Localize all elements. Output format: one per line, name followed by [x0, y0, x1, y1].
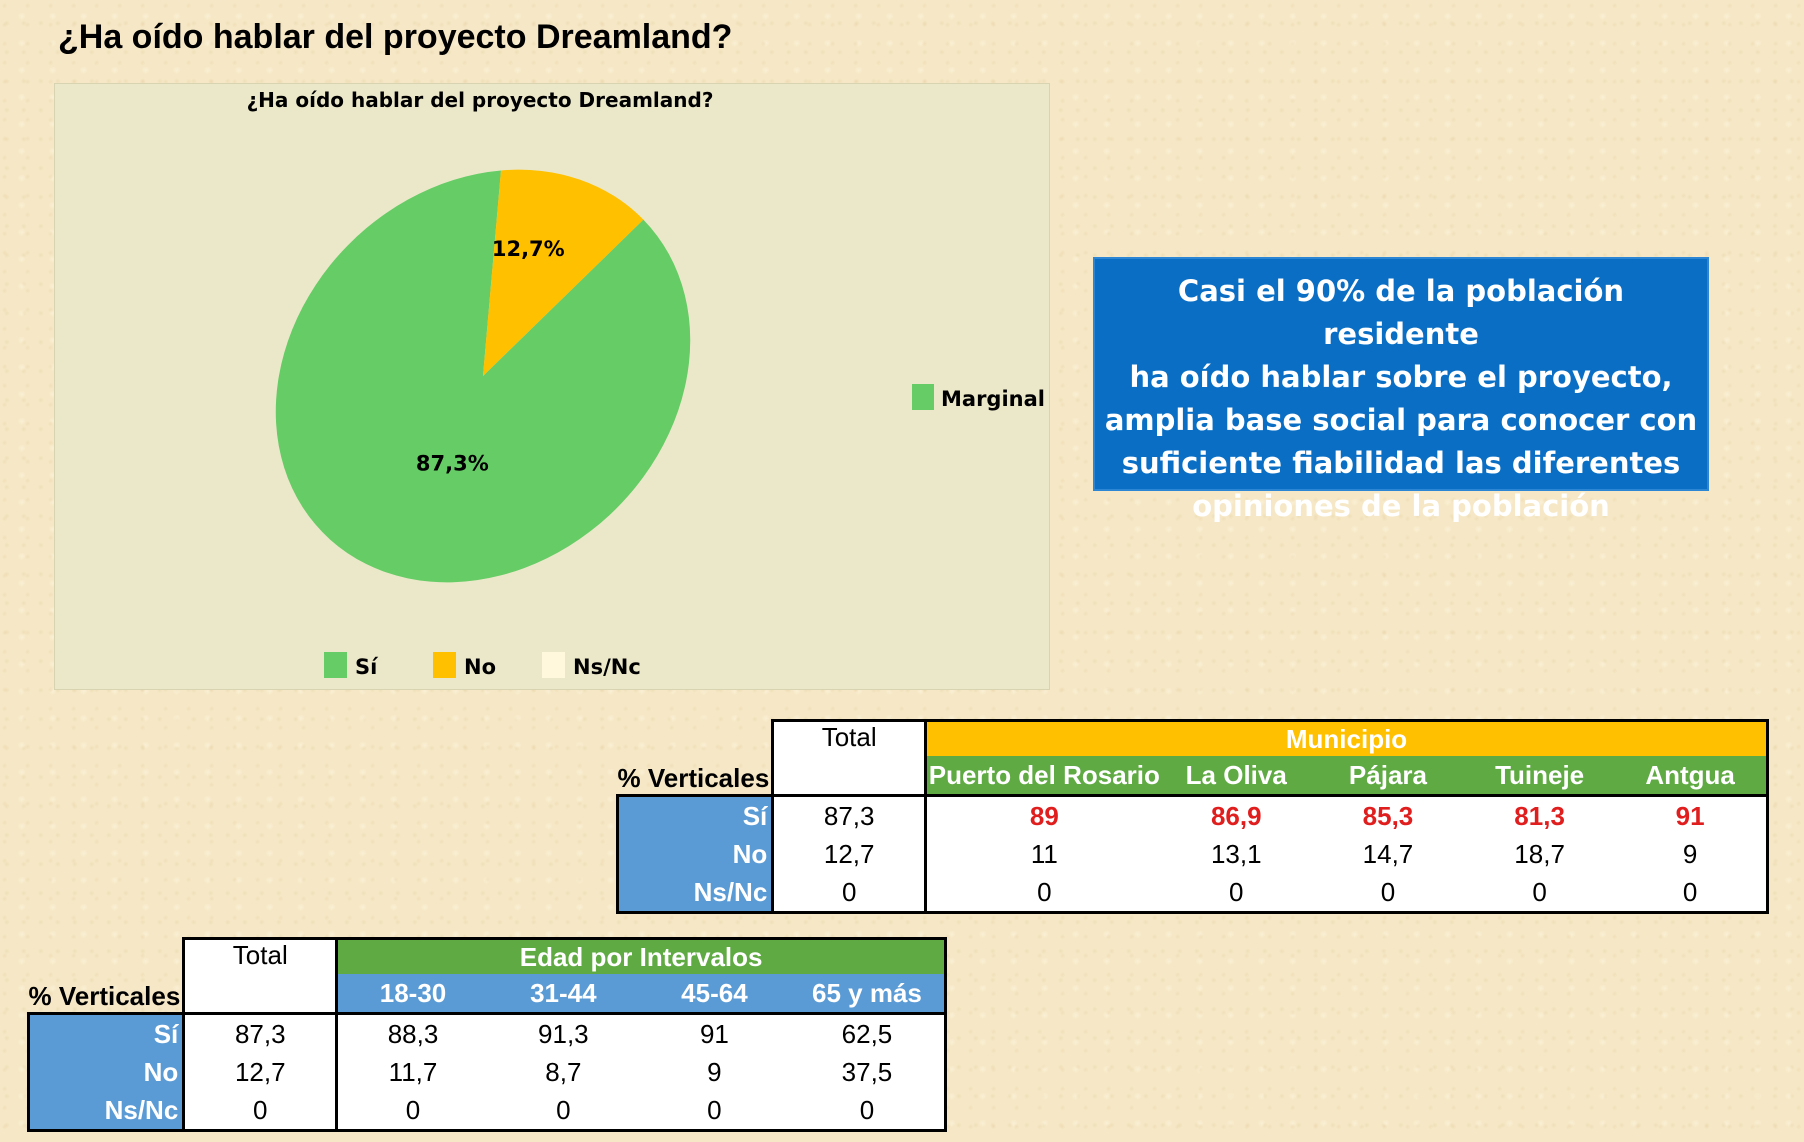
summary-callout: Casi el 90% de la población residente ha…	[1093, 257, 1709, 523]
value-cell: 0	[1614, 873, 1770, 914]
value-cell: 62,5	[789, 1012, 947, 1053]
row-label: No	[26, 1053, 184, 1091]
table-row: Ns/Nc 0 0 0 0 0	[26, 1091, 947, 1132]
table-row: Sí 87,3 88,3 91,3 91 62,5	[26, 1012, 947, 1053]
value-cell: 11,7	[336, 1053, 488, 1091]
callout-line: opiniones de la población	[1192, 489, 1610, 523]
table-corner-label: % Verticales	[28, 981, 181, 1011]
pie-slice-no	[483, 169, 644, 376]
value-cell: 0	[487, 1091, 639, 1132]
total-cell: 87,3	[771, 794, 928, 835]
value-cell: 91	[1614, 794, 1770, 835]
value-cell: 0	[1310, 873, 1465, 914]
total-cell: 0	[182, 1091, 339, 1132]
legend-swatch	[433, 652, 456, 678]
value-cell: 0	[925, 873, 1162, 914]
legend-label: No	[464, 655, 496, 679]
value-cell: 91,3	[487, 1012, 639, 1053]
total-header: Total	[771, 719, 928, 796]
edad-table: % Verticales Total Edad por Intervalos 1…	[26, 937, 947, 1132]
value-cell: 11	[925, 835, 1162, 873]
value-cell: 13,1	[1161, 835, 1311, 873]
value-cell: 37,5	[789, 1053, 947, 1091]
value-cell: 89	[925, 794, 1162, 835]
row-label: No	[615, 835, 773, 873]
pie-chart: ¿Ha oído hablar del proyecto Dreamland? …	[247, 88, 1045, 679]
value-cell: 9	[638, 1053, 790, 1091]
total-cell: 12,7	[182, 1053, 339, 1091]
value-cell: 0	[1464, 873, 1615, 914]
value-cell: 8,7	[487, 1053, 639, 1091]
table-row: No 12,7 11 13,1 14,7 18,7 9	[615, 835, 1770, 873]
callout-line: amplia base social para conocer con	[1104, 403, 1698, 437]
table-corner-label: % Verticales	[617, 763, 770, 793]
callout-line: suficiente fiabilidad las diferentes	[1121, 446, 1681, 480]
total-header: Total	[182, 937, 339, 1014]
value-cell: 0	[789, 1091, 947, 1132]
value-cell: 9	[1614, 835, 1770, 873]
page-title: ¿Ha oído hablar del proyecto Dreamland?	[58, 18, 733, 56]
pie-slice-si	[275, 170, 691, 583]
chart-title: ¿Ha oído hablar del proyecto Dreamland?	[247, 88, 714, 112]
total-cell: 12,7	[771, 835, 928, 873]
table-row: No 12,7 11,7 8,7 9 37,5	[26, 1053, 947, 1091]
value-cell: 88,3	[336, 1012, 488, 1053]
side-legend-swatch	[912, 384, 934, 410]
row-label: Ns/Nc	[26, 1091, 184, 1132]
row-label: Sí	[26, 1012, 184, 1053]
column-header: Tuineje	[1464, 756, 1615, 796]
column-header: Pájara	[1310, 756, 1465, 796]
value-cell: 91	[638, 1012, 790, 1053]
legend-label: Sí	[355, 655, 379, 679]
value-cell: 0	[1161, 873, 1311, 914]
side-legend-label: Marginal	[941, 387, 1045, 411]
column-header: 45-64	[638, 974, 790, 1014]
value-cell: 0	[336, 1091, 488, 1132]
legend-swatch	[324, 652, 347, 678]
table-row: Sí 87,3 89 86,9 85,3 81,3 91	[615, 794, 1770, 835]
callout-line: Casi el 90% de la población residente	[1177, 274, 1625, 351]
table-row: Ns/Nc 0 0 0 0 0 0	[615, 873, 1770, 914]
value-cell: 18,7	[1464, 835, 1615, 873]
column-header: Antgua	[1614, 756, 1770, 796]
value-cell: 14,7	[1310, 835, 1465, 873]
total-cell: 87,3	[182, 1012, 339, 1053]
pie-data-label: 12,7%	[492, 237, 565, 261]
value-cell: 81,3	[1464, 794, 1615, 835]
value-cell: 0	[638, 1091, 790, 1132]
column-header: Puerto del Rosario	[924, 756, 1162, 796]
row-label: Sí	[615, 794, 773, 835]
column-header: 65 y más	[789, 974, 947, 1014]
legend-swatch	[542, 652, 565, 678]
municipio-table: % Verticales Total Municipio Puerto del …	[615, 719, 1770, 914]
column-header: 31-44	[487, 974, 639, 1014]
column-header: La Oliva	[1161, 756, 1311, 796]
callout-line: ha oído hablar sobre el proyecto,	[1129, 360, 1673, 394]
row-label: Ns/Nc	[615, 873, 773, 914]
legend-label: Ns/Nc	[573, 655, 641, 679]
pie-data-label: 87,3%	[416, 452, 489, 476]
column-header: 18-30	[335, 974, 488, 1014]
municipio-group-header: Municipio	[924, 719, 1769, 756]
value-cell: 86,9	[1161, 794, 1311, 835]
pie-chart-panel: ¿Ha oído hablar del proyecto Dreamland? …	[54, 83, 1050, 690]
total-cell: 0	[771, 873, 928, 914]
value-cell: 85,3	[1310, 794, 1465, 835]
edad-group-header: Edad por Intervalos	[335, 937, 947, 974]
